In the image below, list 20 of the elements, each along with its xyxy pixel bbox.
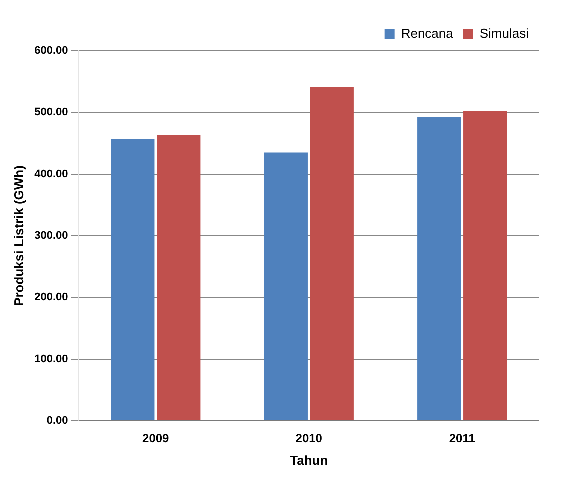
x-axis-title: Tahun <box>290 452 328 468</box>
y-tick-label: 500.00 <box>34 106 68 119</box>
y-tick-label: 0.00 <box>46 415 68 428</box>
x-tick-label: 2009 <box>142 432 170 446</box>
y-tick-label: 600.00 <box>34 45 68 58</box>
x-tick-label: 2011 <box>449 432 476 446</box>
bar <box>418 116 462 420</box>
legend-label: Rencana <box>401 26 454 42</box>
y-tick-label: 100.00 <box>34 353 68 366</box>
bar <box>157 135 201 420</box>
bar <box>111 139 155 420</box>
legend-label: Simulasi <box>480 26 530 42</box>
x-tick-label: 2010 <box>296 432 323 446</box>
y-tick-label: 200.00 <box>34 292 68 304</box>
y-tick-label: 300.00 <box>34 230 68 242</box>
y-tick-label: 400.00 <box>34 168 68 180</box>
bar <box>464 111 508 420</box>
bar <box>310 87 354 420</box>
bar <box>264 152 308 420</box>
y-axis-title: Produksi Listrik (GWh) <box>11 166 26 306</box>
